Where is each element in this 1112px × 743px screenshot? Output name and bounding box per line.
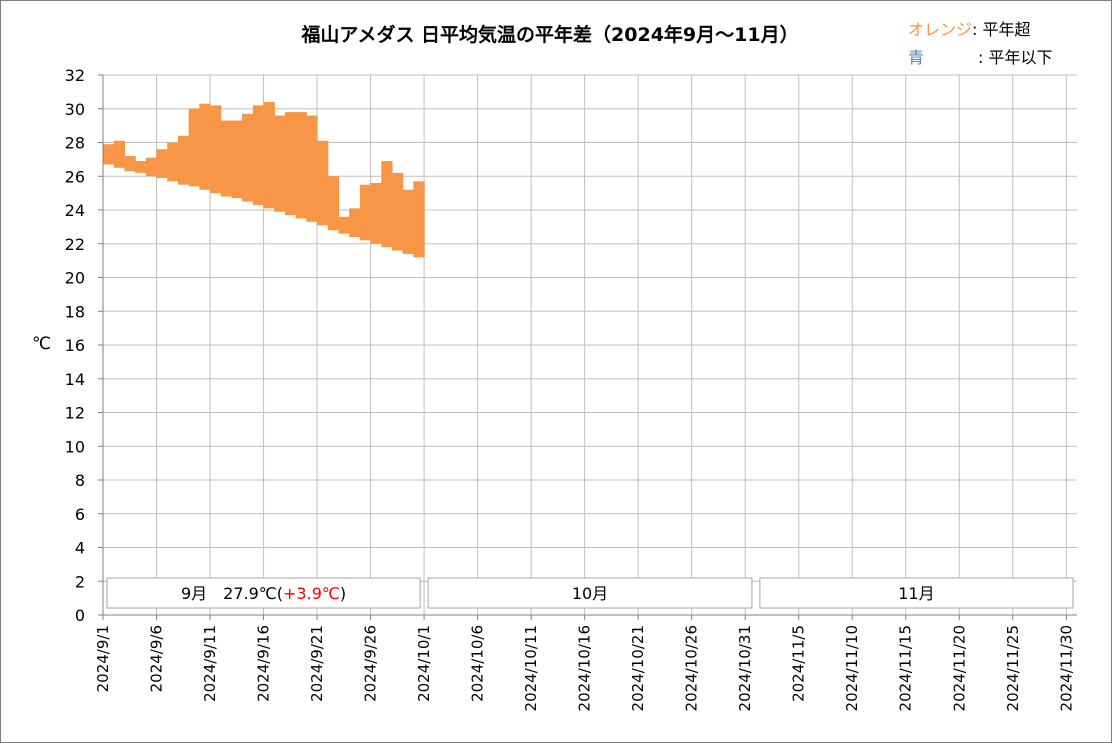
anomaly-bar bbox=[135, 161, 147, 173]
month-summary-text: 9月 27.9℃(+3.9℃) bbox=[181, 584, 346, 603]
anomaly-bar bbox=[370, 183, 382, 244]
anomaly-bar bbox=[145, 157, 158, 177]
anomaly-bar bbox=[284, 112, 297, 216]
anomaly-bar bbox=[252, 105, 265, 205]
x-tick-label: 2024/10/1 bbox=[415, 625, 433, 702]
month-summary-box bbox=[106, 577, 421, 609]
anomaly-bar bbox=[402, 189, 414, 254]
x-tick-label: 2024/10/31 bbox=[736, 625, 754, 711]
x-tick-label: 2024/11/20 bbox=[950, 625, 968, 711]
y-tick-label: 32 bbox=[65, 66, 85, 85]
x-tick-label: 2024/9/1 bbox=[94, 625, 112, 692]
y-tick-label: 14 bbox=[65, 370, 85, 389]
anomaly-bar bbox=[306, 115, 318, 222]
legend-below-key: 青 bbox=[908, 48, 925, 67]
month-summary-text: 11月 bbox=[898, 584, 934, 603]
anomaly-bar bbox=[199, 103, 211, 190]
x-tick-label: 2024/11/5 bbox=[790, 625, 808, 702]
anomaly-bar bbox=[156, 149, 168, 178]
anomaly-bar bbox=[210, 105, 222, 194]
anomaly-bar bbox=[263, 102, 275, 209]
y-tick-label: 24 bbox=[65, 201, 85, 220]
month-summary-box bbox=[427, 577, 753, 609]
x-tick-label: 2024/10/26 bbox=[683, 625, 701, 711]
y-tick-label: 20 bbox=[65, 269, 85, 288]
anomaly-bar bbox=[231, 120, 243, 199]
y-tick-label: 18 bbox=[65, 302, 85, 321]
anomaly-bar bbox=[103, 144, 115, 165]
anomaly-bar bbox=[381, 161, 393, 248]
x-tick-label: 2024/9/11 bbox=[201, 625, 219, 702]
anomaly-bar bbox=[359, 184, 372, 241]
month-summary-box bbox=[759, 577, 1074, 609]
x-tick-label: 2024/9/16 bbox=[255, 625, 273, 702]
anomaly-bar bbox=[413, 181, 425, 258]
y-tick-label: 28 bbox=[65, 134, 85, 153]
x-tick-label: 2024/10/21 bbox=[629, 625, 647, 711]
x-tick-label: 2024/11/25 bbox=[1004, 625, 1022, 711]
chart-title: 福山アメダス 日平均気温の平年差（2024年9月～11月） bbox=[301, 24, 799, 46]
x-tick-label: 2024/10/16 bbox=[576, 625, 594, 711]
anomaly-bar bbox=[349, 208, 361, 237]
x-tick-label: 2024/11/10 bbox=[843, 625, 861, 711]
x-tick-label: 2024/10/6 bbox=[469, 625, 487, 702]
anomaly-bar bbox=[124, 156, 136, 172]
y-tick-label: 22 bbox=[65, 235, 85, 254]
anomaly-bar bbox=[167, 142, 179, 182]
anomaly-bar bbox=[220, 120, 233, 197]
anomaly-bar bbox=[327, 176, 340, 231]
x-tick-label: 2024/9/26 bbox=[362, 625, 380, 702]
anomaly-bar bbox=[338, 216, 350, 234]
y-tick-label: 6 bbox=[75, 505, 85, 524]
y-tick-label: 4 bbox=[75, 539, 85, 558]
x-tick-label: 2024/9/21 bbox=[308, 625, 326, 702]
anomaly-bar bbox=[317, 140, 329, 226]
legend-above-normal: オレンジ: 平年超 bbox=[908, 16, 1031, 40]
y-tick-label: 26 bbox=[65, 167, 85, 186]
y-tick-label: 0 bbox=[75, 606, 85, 625]
anomaly-bar bbox=[188, 108, 200, 187]
y-tick-label: 12 bbox=[65, 404, 85, 423]
legend-below-text: : 平年以下 bbox=[978, 48, 1053, 67]
x-tick-label: 2024/10/11 bbox=[522, 625, 540, 711]
anomaly-bar bbox=[274, 115, 286, 212]
legend-above-text: : 平年超 bbox=[972, 20, 1031, 39]
anomaly-bar bbox=[242, 113, 254, 202]
anomaly-bar bbox=[113, 140, 126, 168]
anomaly-bar bbox=[177, 135, 190, 185]
y-tick-label: 30 bbox=[65, 100, 85, 119]
anomaly-bar bbox=[391, 172, 404, 251]
anomaly-bar bbox=[295, 112, 307, 219]
y-tick-label: 8 bbox=[75, 471, 85, 490]
y-tick-label: 10 bbox=[65, 437, 85, 456]
y-tick-label: 16 bbox=[65, 336, 85, 355]
y-axis-unit-label: ℃ bbox=[32, 334, 52, 354]
x-tick-label: 2024/9/6 bbox=[148, 625, 166, 692]
month-summary-text: 10月 bbox=[572, 584, 608, 603]
legend-below-normal: 青 : 平年以下 bbox=[908, 44, 1052, 68]
x-tick-label: 2024/11/30 bbox=[1057, 625, 1075, 711]
legend-above-key: オレンジ bbox=[908, 20, 973, 39]
y-tick-label: 2 bbox=[75, 572, 85, 591]
x-tick-label: 2024/11/15 bbox=[897, 625, 915, 711]
